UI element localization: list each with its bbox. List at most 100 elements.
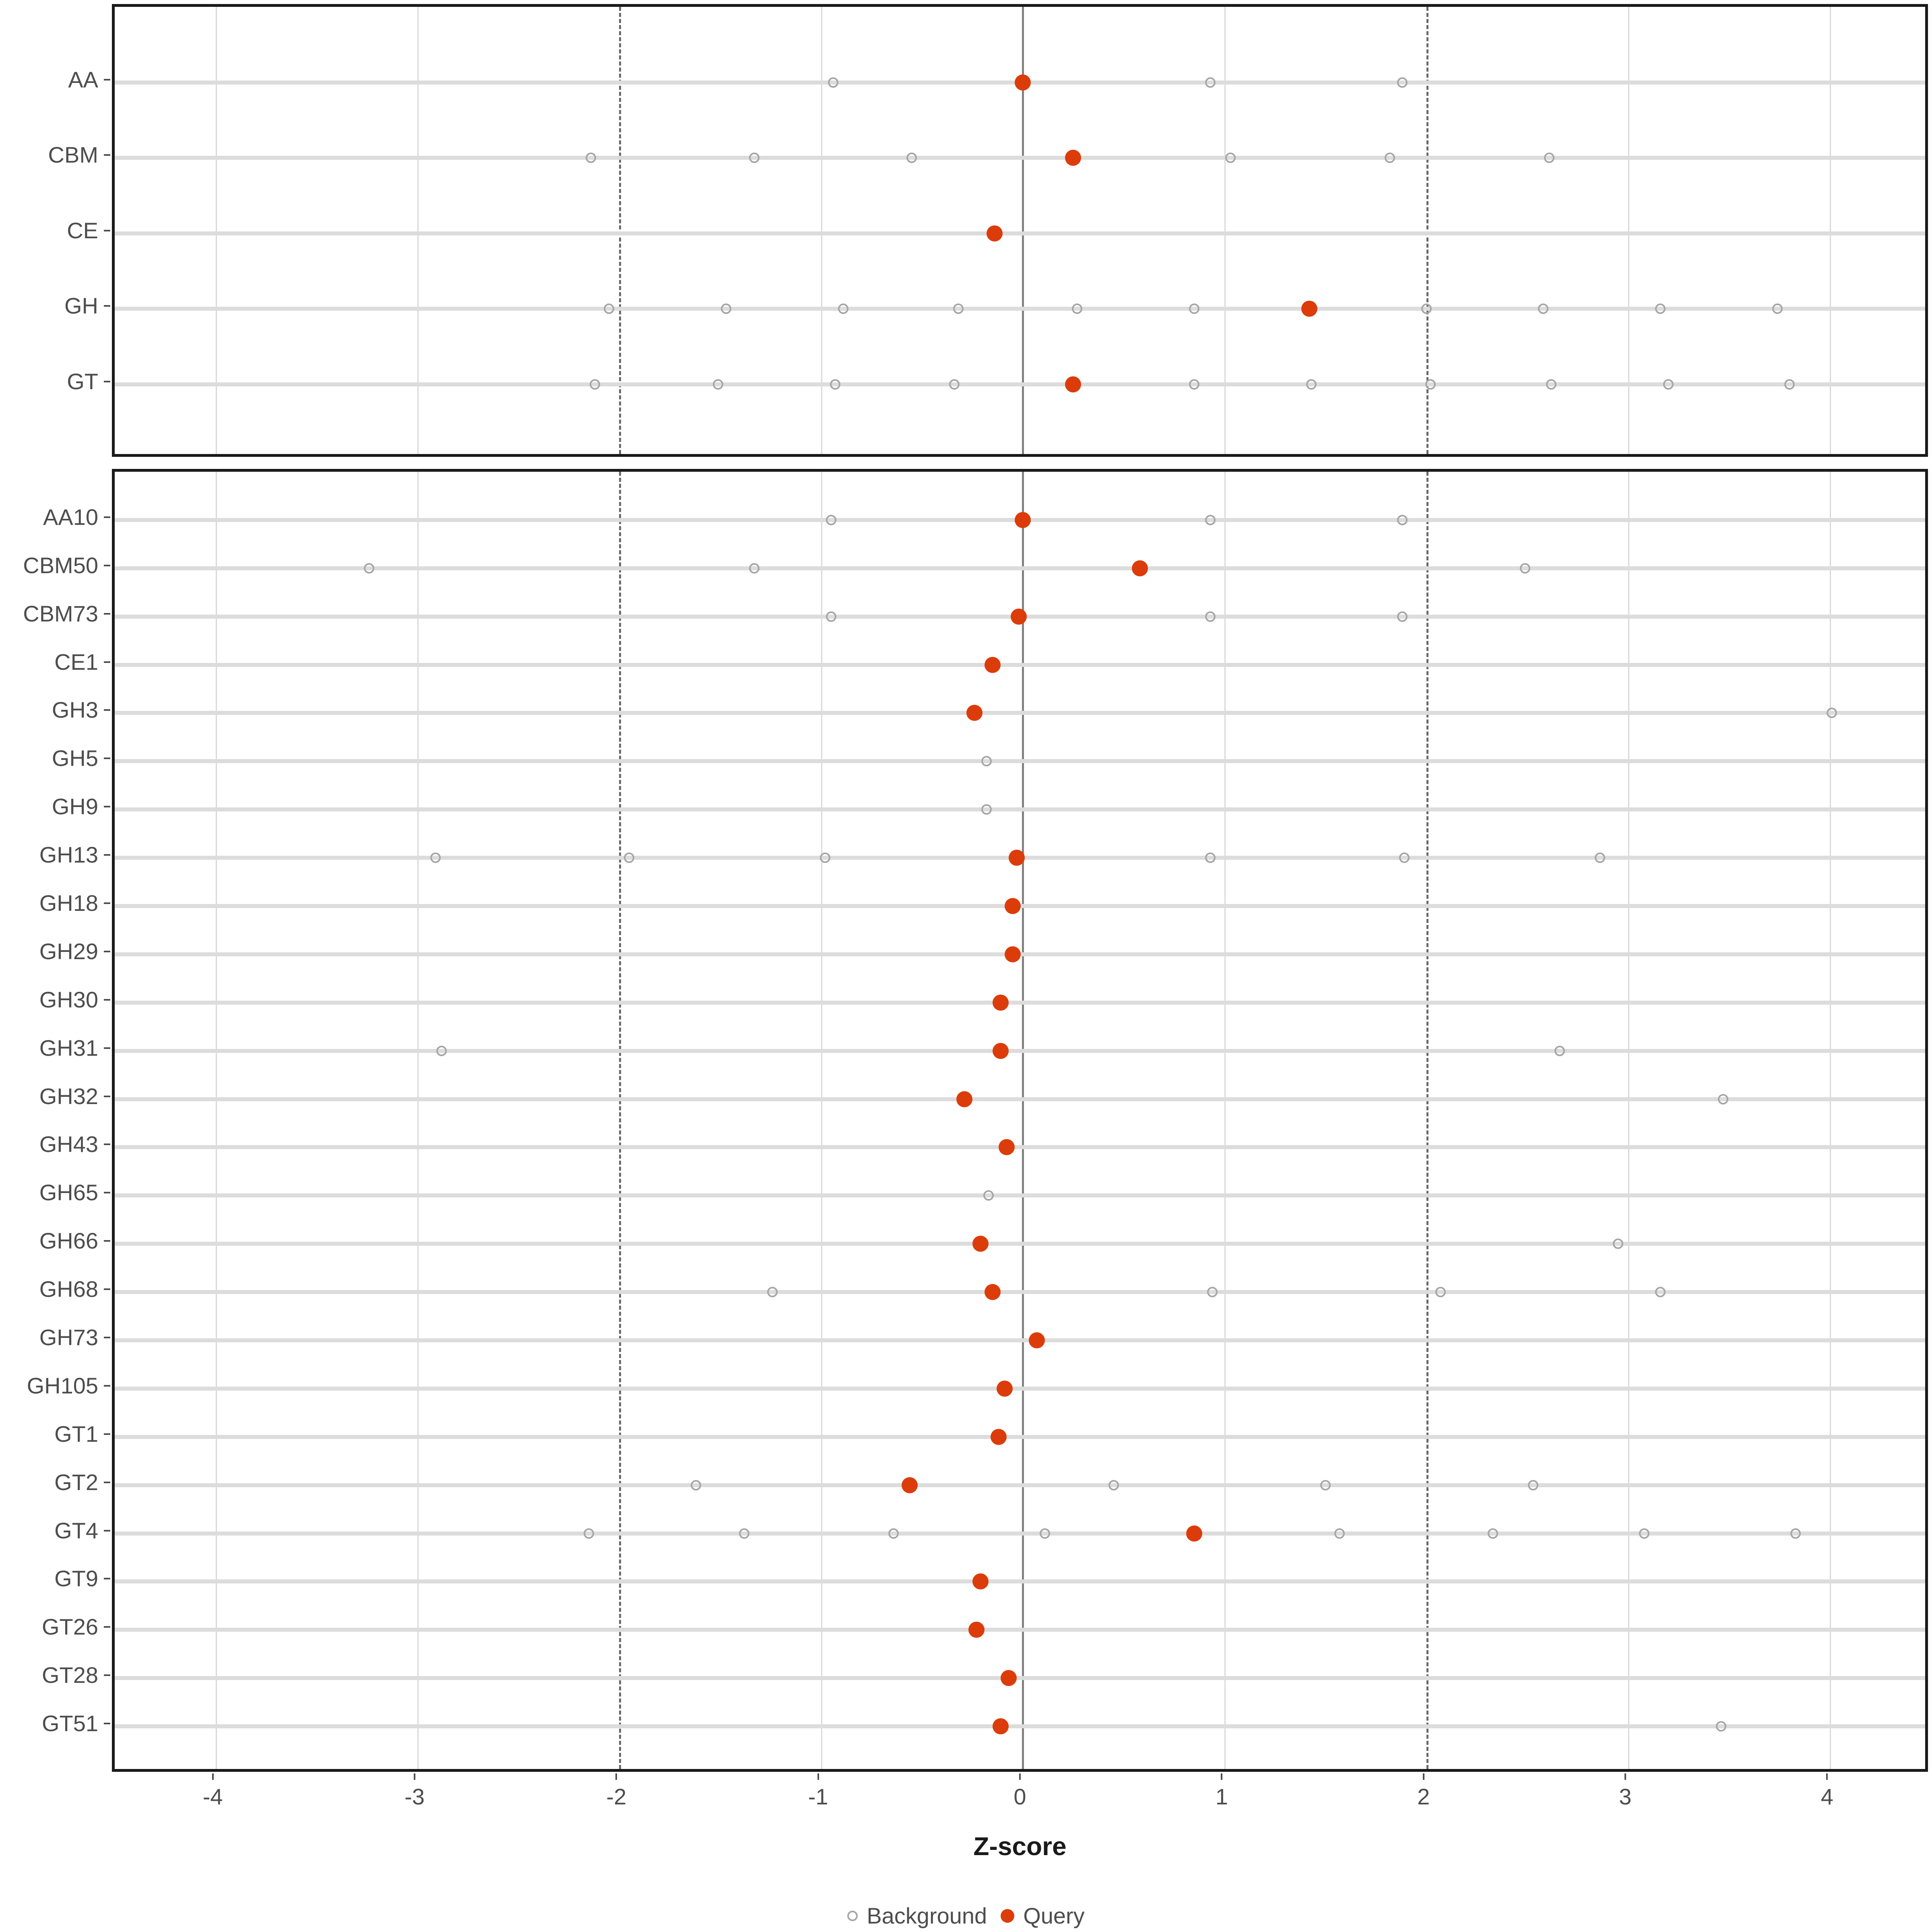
gridline-vertical (417, 7, 419, 454)
y-axis-tick (104, 1192, 110, 1194)
category-rowline (115, 156, 1925, 160)
background-point (1225, 153, 1236, 163)
plot-area-top (115, 7, 1925, 454)
background-point (1306, 379, 1317, 390)
legend-item-query: Query (1001, 1905, 1085, 1927)
background-point (1594, 852, 1605, 863)
query-point (986, 225, 1003, 242)
plot-area-bottom (115, 472, 1925, 1769)
category-rowline (115, 1579, 1925, 1584)
y-axis-tick (104, 854, 110, 856)
background-point (1040, 1528, 1051, 1539)
query-point (966, 705, 983, 721)
gridline-vertical (1628, 472, 1629, 1769)
gridline-vertical (215, 472, 217, 1769)
y-axis-tick-label: GH3 (52, 697, 98, 723)
query-point (984, 656, 1001, 673)
category-rowline (115, 1338, 1925, 1342)
y-axis-tick (104, 1095, 110, 1097)
legend-label-query: Query (1023, 1903, 1085, 1928)
y-axis-tick (104, 380, 110, 382)
y-axis-tick-label: GH29 (39, 938, 98, 964)
x-axis-tick (212, 1773, 214, 1780)
y-axis-tick (104, 758, 110, 760)
query-point (1065, 150, 1082, 166)
query-point (1065, 376, 1082, 392)
category-rowline (115, 759, 1925, 764)
y-axis-tick-label: GH18 (39, 890, 98, 916)
query-point (996, 1380, 1013, 1397)
y-axis-tick-label: GH68 (39, 1276, 98, 1302)
category-rowline (115, 1676, 1925, 1680)
category-rowline (115, 1145, 1925, 1150)
category-rowline (115, 1483, 1925, 1487)
background-point (584, 1528, 594, 1539)
y-axis-tick (104, 661, 110, 663)
background-point (721, 303, 732, 314)
y-axis-tick-label: GT28 (41, 1662, 98, 1688)
x-axis-tick-label: 4 (1821, 1784, 1833, 1809)
gridline-vertical (821, 472, 822, 1769)
legend-label-background: Background (867, 1903, 987, 1928)
x-axis-title: Z-score (973, 1832, 1067, 1861)
y-axis-tick (104, 806, 110, 808)
y-axis-tick-label: GH13 (39, 842, 98, 868)
y-axis-tick (104, 1144, 110, 1146)
y-axis-tick (104, 950, 110, 952)
x-axis-tick (1422, 1773, 1424, 1780)
y-axis-tick (104, 516, 110, 518)
background-point (1425, 379, 1436, 390)
background-point (1784, 379, 1795, 390)
x-axis-tick-label: -2 (606, 1784, 627, 1809)
y-axis-tick-label: GH30 (39, 987, 98, 1012)
y-axis-tick (104, 1626, 110, 1628)
panel-family-subclass (112, 469, 1928, 1772)
query-point (1015, 74, 1031, 91)
background-point (1108, 1480, 1119, 1490)
category-rowline (115, 807, 1925, 812)
query-point (992, 1718, 1009, 1735)
gridline-vertical (821, 7, 822, 454)
background-point (749, 153, 760, 163)
background-point (1421, 303, 1432, 314)
x-axis-tick (1221, 1773, 1223, 1780)
background-point (1655, 1287, 1666, 1298)
y-axis-tick-label: GT4 (54, 1517, 98, 1543)
background-point (906, 153, 917, 163)
threshold-line (619, 7, 621, 454)
background-point (1205, 77, 1216, 88)
query-point (1008, 850, 1025, 866)
background-point (1189, 379, 1200, 390)
background-point (1663, 379, 1674, 390)
threshold-line (619, 472, 621, 1769)
background-point (1544, 153, 1555, 163)
y-axis-tick-label: GT (67, 368, 98, 394)
background-point (1528, 1480, 1539, 1490)
background-point (739, 1528, 750, 1539)
y-axis-tick-label: GH9 (52, 794, 98, 819)
zero-reference-line (1022, 7, 1024, 454)
background-point (1520, 563, 1531, 574)
y-axis-tick (104, 1723, 110, 1725)
background-point (1399, 852, 1410, 863)
gridline-vertical (215, 7, 217, 454)
y-axis-tick-label: GH32 (39, 1083, 98, 1109)
query-point (1000, 1670, 1017, 1686)
category-rowline (115, 1242, 1925, 1246)
y-axis-tick (104, 564, 110, 566)
gridline-vertical (1224, 7, 1226, 454)
background-point (1397, 611, 1408, 622)
background-point (830, 379, 840, 390)
y-axis-tick-label: CE1 (54, 649, 98, 675)
background-point (1715, 1721, 1726, 1732)
query-point (968, 1622, 985, 1638)
background-point (826, 611, 836, 622)
y-axis-tick (104, 999, 110, 1001)
background-point (826, 514, 836, 525)
y-axis-tick (104, 1433, 110, 1435)
zero-reference-line (1022, 472, 1024, 1769)
category-rowline (115, 1628, 1925, 1632)
x-axis-tick (615, 1773, 617, 1780)
y-axis-tick-label: GH (64, 293, 98, 318)
